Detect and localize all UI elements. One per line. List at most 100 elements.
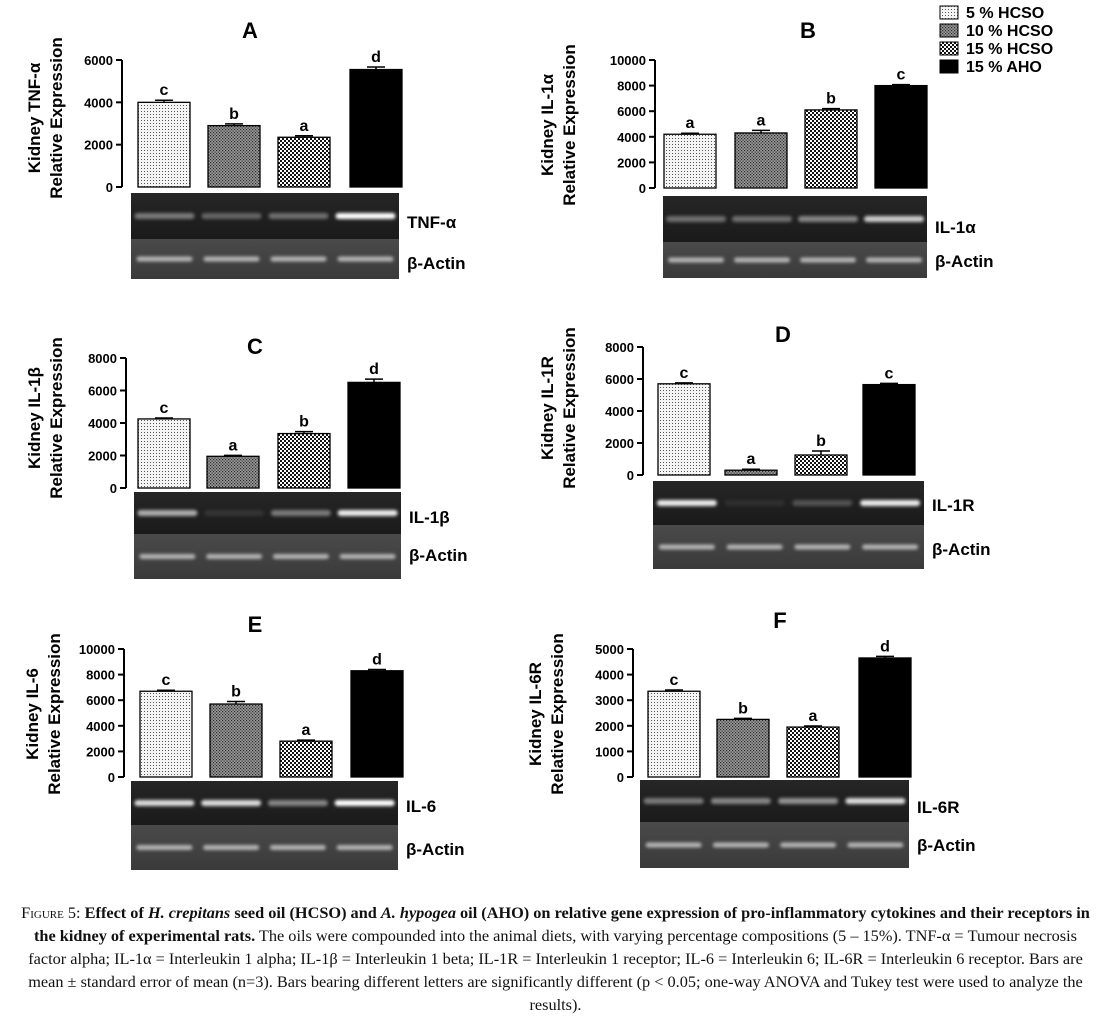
y-tick-label: 0 (627, 468, 634, 483)
actin-band (668, 257, 724, 263)
gel-band (845, 798, 906, 804)
significance-letter: a (747, 451, 756, 468)
panel-letter-a: A (242, 18, 258, 43)
y-tick-label: 6000 (86, 693, 115, 708)
bar (804, 109, 858, 189)
significance-letter: b (299, 414, 309, 431)
y-axis-label: Relative Expression (548, 633, 567, 795)
y-tick-label: 2000 (86, 744, 115, 759)
legend-label: 15 % HCSO (966, 41, 1053, 58)
gel-band (134, 800, 195, 806)
y-tick-label: 4000 (86, 719, 115, 734)
panel-letter-c: C (247, 334, 263, 359)
y-axis-label: Relative Expression (47, 37, 66, 199)
y-axis-label: Kidney TNF-α (25, 62, 44, 173)
gel-band (201, 213, 262, 219)
gel-gene-label: IL-1α (935, 218, 976, 237)
actin-band (337, 256, 394, 262)
gel-band (666, 216, 726, 222)
actin-band (206, 554, 263, 559)
caption-figure-label: Figure (21, 903, 64, 922)
gel-gene-label: IL-1β (409, 508, 450, 527)
actin-label: β-Actin (917, 836, 976, 855)
panel-c: C Kidney IL-1β Relative Expression 0 2000 400… (25, 334, 468, 579)
actin-label: β-Actin (935, 252, 994, 271)
y-axis-label: Relative Expression (560, 44, 579, 206)
panel-letter-e: E (248, 612, 263, 637)
actin-label: β-Actin (409, 546, 468, 565)
y-tick-label: 0 (617, 770, 624, 785)
actin-band (272, 554, 329, 559)
actin-label: β-Actin (406, 840, 465, 859)
actin-band (847, 842, 904, 848)
y-tick-label: 4000 (617, 130, 646, 145)
legend-swatch (939, 59, 959, 74)
gel-band (267, 800, 328, 806)
y-tick-label: 10000 (610, 53, 646, 68)
bar (874, 84, 928, 189)
significance-letter: a (809, 708, 818, 725)
significance-letter: a (302, 722, 311, 739)
y-tick-label: 4000 (595, 668, 624, 683)
y-tick-label: 8000 (617, 79, 646, 94)
y-tick-label: 2000 (605, 436, 634, 451)
y-axis-label: Kidney IL-1R (538, 356, 557, 460)
y-tick-label: 10000 (79, 642, 115, 657)
actin-band (645, 842, 702, 848)
actin-label: β-Actin (932, 540, 991, 559)
significance-letter: b (816, 433, 826, 450)
gel-band (778, 798, 839, 804)
gel-band (792, 500, 853, 506)
y-axis-label: Relative Expression (47, 337, 66, 499)
panel-a: A Kidney TNF-α Relative Expression 0 2000 400… (25, 18, 466, 279)
bar (137, 418, 191, 489)
gel-band (337, 510, 398, 516)
significance-letter: a (229, 437, 238, 454)
y-tick-label: 8000 (88, 351, 117, 366)
significance-letter: c (162, 672, 171, 689)
bar (663, 133, 717, 189)
y-tick-label: 0 (108, 770, 115, 785)
significance-letter: b (229, 106, 239, 123)
actin-band (800, 257, 856, 263)
bar (207, 124, 261, 188)
y-tick-label: 6000 (617, 104, 646, 119)
legend-swatch (939, 5, 959, 20)
y-tick-label: 8000 (86, 668, 115, 683)
actin-band (734, 257, 790, 263)
gel-band (335, 213, 396, 219)
y-tick-label: 0 (110, 481, 117, 496)
actin-band (136, 845, 193, 850)
caption-figure-number: 5: (63, 903, 85, 922)
gel-band (798, 216, 858, 222)
significance-letter: c (160, 400, 169, 417)
actin-band (203, 256, 260, 262)
bar (349, 68, 403, 188)
panel-letter-f: F (773, 608, 786, 633)
significance-letter: a (757, 112, 766, 129)
significance-letter: c (885, 365, 894, 382)
gel-band (860, 500, 921, 506)
y-tick-label: 2000 (617, 155, 646, 170)
actin-band (862, 544, 919, 550)
caption-title-part-1: Effect of (84, 903, 148, 922)
significance-letter: a (686, 115, 695, 132)
panel-f: F Kidney IL-6R Relative Expression 0 1000 200… (526, 608, 976, 868)
bar (647, 690, 701, 778)
y-axis-label: Relative Expression (45, 633, 64, 795)
gel-band (270, 510, 331, 516)
gel-band (137, 510, 198, 516)
panel-b: B Kidney IL-1α Relative Expression 0 2000 400… (538, 18, 994, 278)
actin-band (270, 256, 327, 262)
y-tick-label: 8000 (605, 340, 634, 355)
caption-title-part-3: oil (AHO) on relative gene expression of… (34, 903, 1090, 945)
actin-band (269, 845, 326, 850)
y-tick-label: 4000 (84, 95, 113, 110)
actin-band (712, 842, 769, 848)
y-tick-label: 0 (639, 181, 646, 196)
significance-letter: d (880, 638, 890, 655)
gel-gene-label: IL-1R (932, 496, 975, 515)
significance-letter: a (300, 118, 309, 135)
gel-band (268, 213, 329, 219)
